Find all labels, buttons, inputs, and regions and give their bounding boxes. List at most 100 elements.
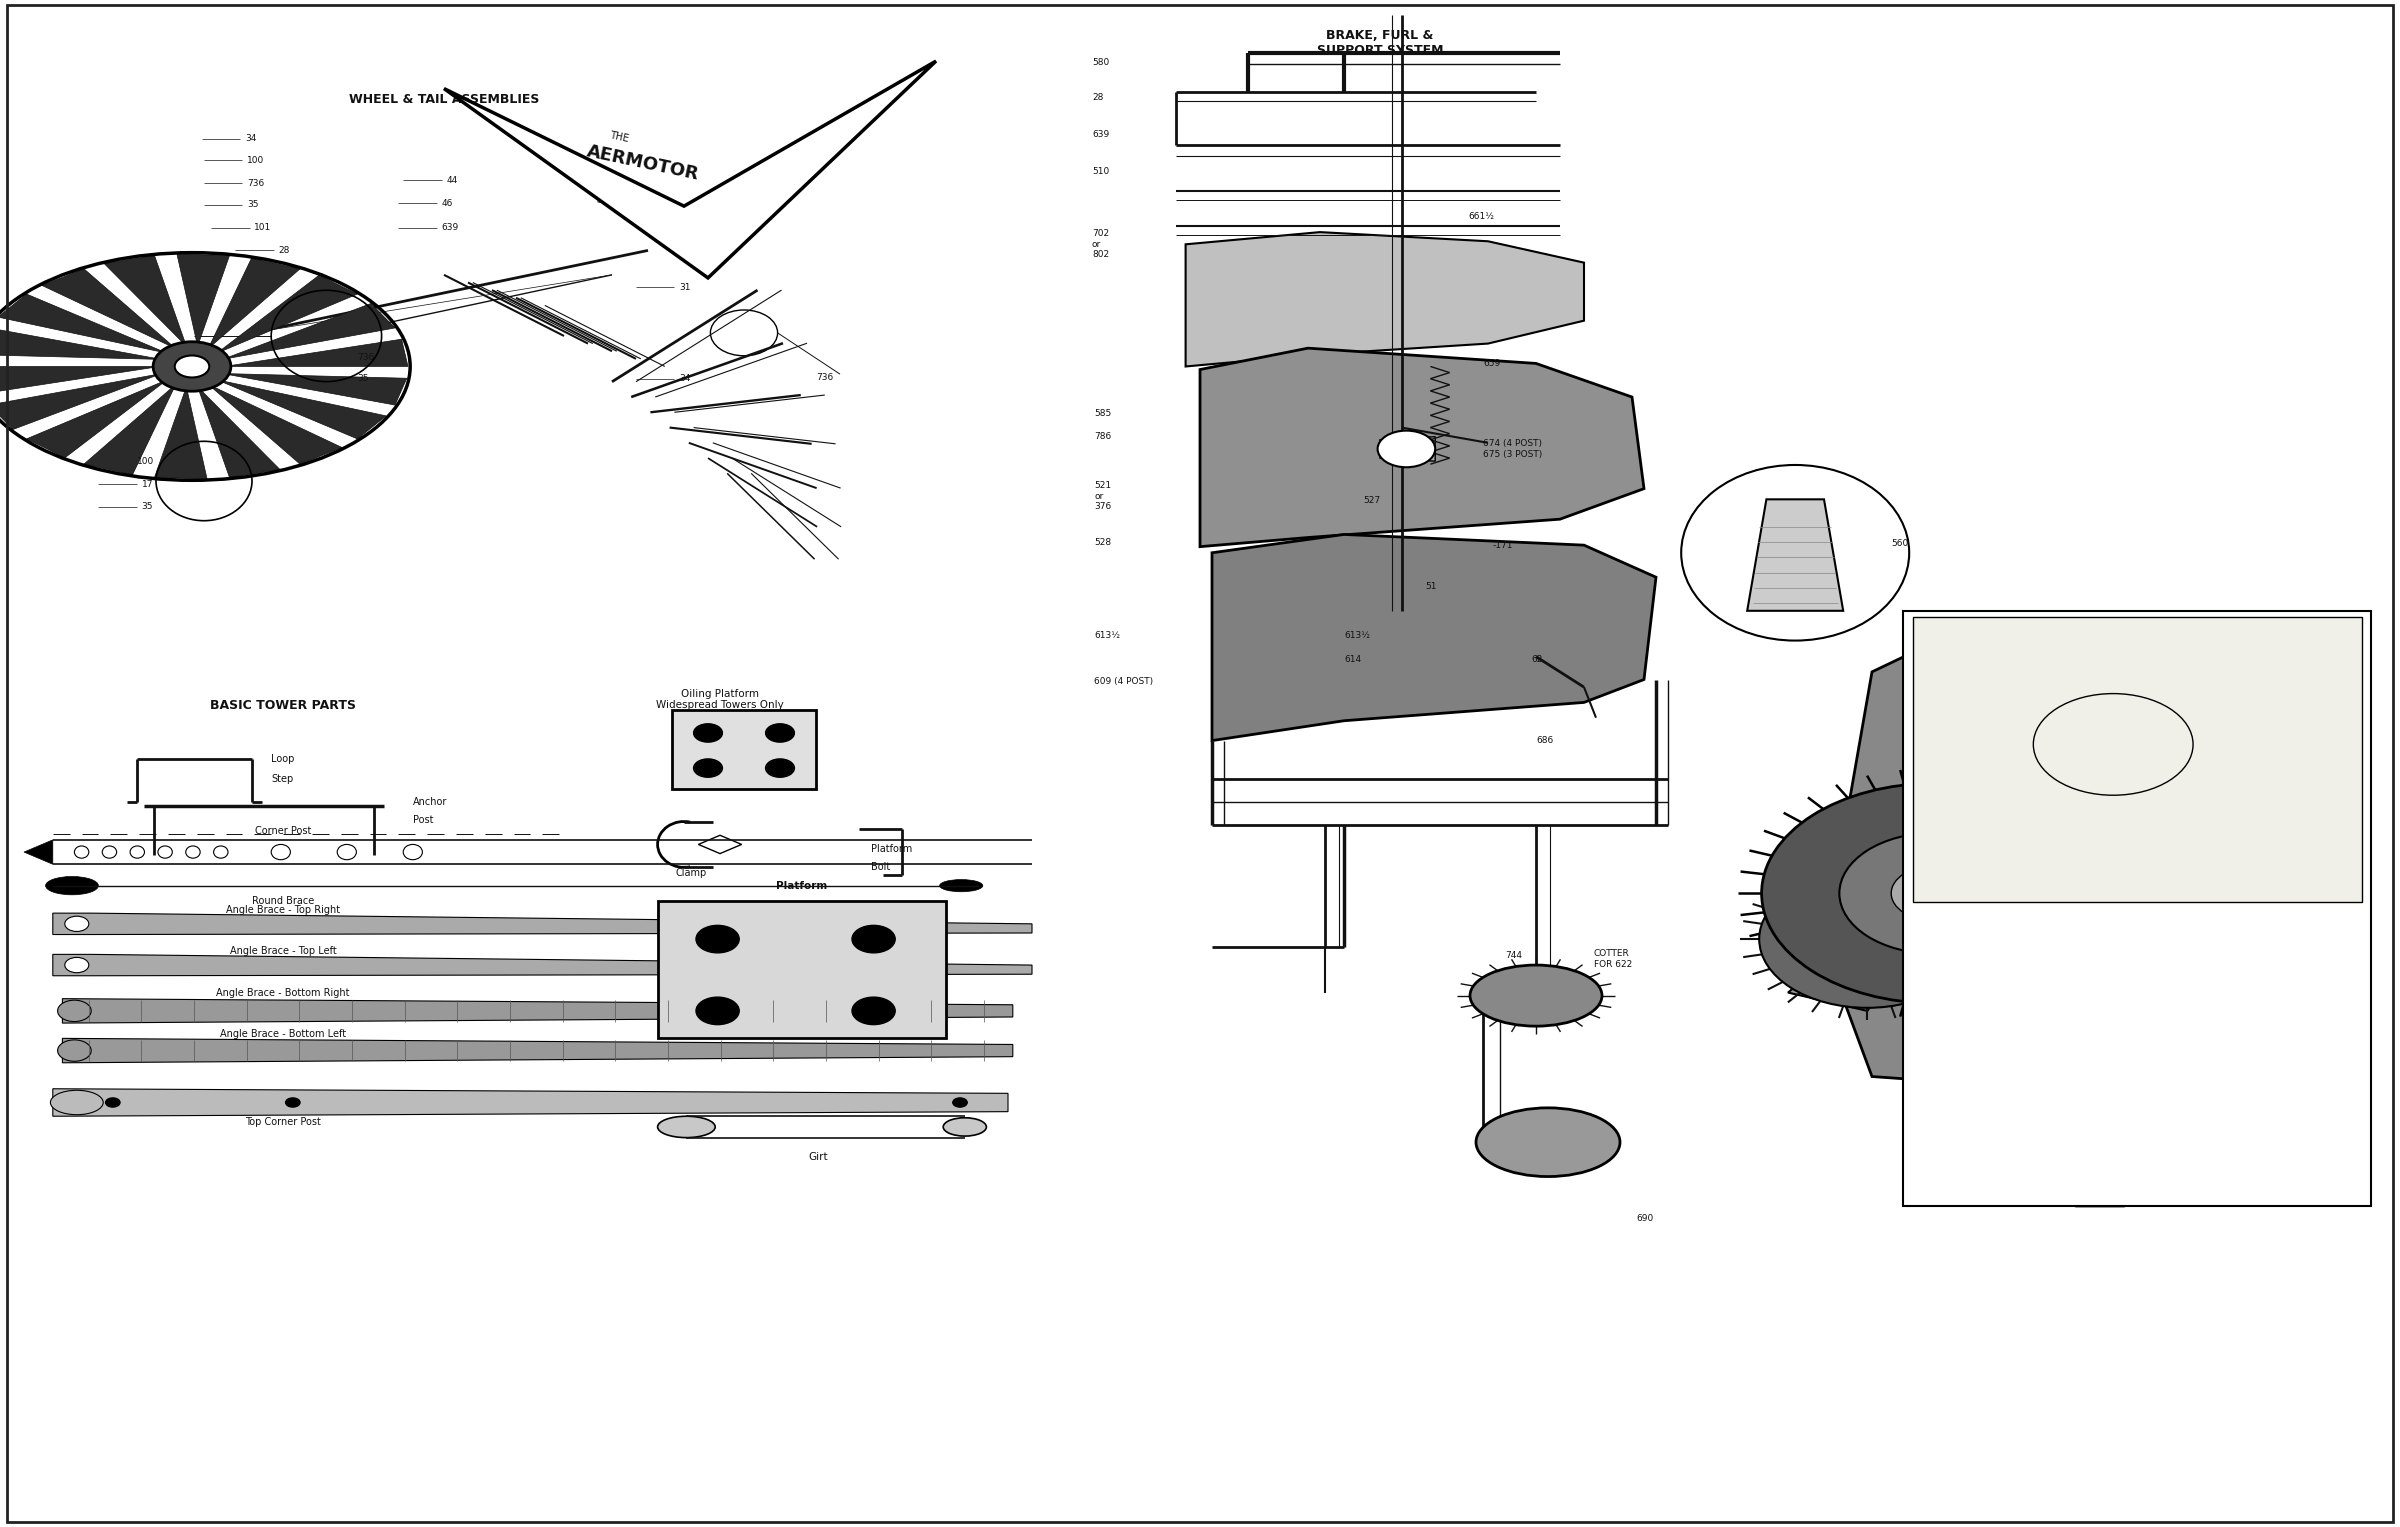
Text: 517: 517 [2107, 1040, 2124, 1049]
Circle shape [1378, 431, 1435, 467]
Text: Clamp: Clamp [674, 869, 708, 878]
Polygon shape [0, 366, 161, 394]
Circle shape [286, 1098, 300, 1107]
Polygon shape [26, 380, 168, 458]
Ellipse shape [658, 1116, 715, 1138]
Text: 661½: 661½ [1469, 212, 1495, 221]
Circle shape [1838, 832, 2030, 954]
Ellipse shape [74, 846, 89, 858]
Text: 721: 721 [1999, 854, 2016, 863]
Text: GEAR BOX (BASIC MOTOR): GEAR BOX (BASIC MOTOR) [2030, 631, 2218, 643]
Text: 610: 610 [2232, 805, 2249, 814]
FancyBboxPatch shape [672, 710, 816, 789]
Text: 614: 614 [1344, 655, 1361, 664]
Text: 17: 17 [142, 479, 154, 489]
Text: 28: 28 [278, 246, 290, 255]
Polygon shape [1824, 626, 2256, 1092]
Ellipse shape [46, 876, 98, 895]
Ellipse shape [336, 844, 355, 860]
Text: 744: 744 [1505, 951, 1522, 960]
Text: 852: 852 [2050, 872, 2066, 881]
Polygon shape [444, 61, 936, 278]
Text: 736: 736 [816, 373, 833, 382]
Circle shape [65, 957, 89, 973]
Circle shape [2179, 935, 2275, 996]
Text: 171: 171 [2232, 831, 2249, 840]
Polygon shape [1380, 437, 1435, 461]
Text: 44: 44 [446, 176, 458, 185]
Text: 100: 100 [137, 457, 154, 466]
Text: 585: 585 [1094, 409, 1111, 418]
Text: 704: 704 [2165, 1003, 2182, 1012]
Text: 507: 507 [2146, 779, 2162, 788]
Text: 702 or 802: 702 or 802 [2172, 947, 2220, 956]
Circle shape [1759, 870, 1975, 1008]
Circle shape [2016, 657, 2088, 702]
Text: Note:: Note: [1922, 1070, 1949, 1081]
Text: 588: 588 [2126, 695, 2143, 704]
Text: 565: 565 [2126, 670, 2143, 680]
Circle shape [766, 759, 794, 777]
Polygon shape [41, 269, 175, 348]
Polygon shape [216, 380, 386, 438]
Text: SAN ANGELO,TX: SAN ANGELO,TX [2155, 745, 2206, 750]
Text: Windmills: Windmills [2107, 786, 2143, 794]
Text: 729: 729 [2232, 954, 2249, 964]
Text: ©: © [742, 168, 756, 183]
Text: Oiling Platform
Widespread Towers Only: Oiling Platform Widespread Towers Only [655, 689, 785, 710]
Polygon shape [223, 304, 396, 359]
Circle shape [696, 997, 739, 1025]
Polygon shape [84, 385, 175, 475]
Ellipse shape [50, 1090, 103, 1115]
Text: 690: 690 [1637, 1214, 1654, 1223]
Text: 830: 830 [2016, 1000, 2033, 1009]
Circle shape [175, 356, 209, 377]
Text: 46: 46 [442, 199, 454, 208]
Text: 100: 100 [247, 156, 264, 165]
Ellipse shape [214, 846, 228, 858]
Text: 560: 560 [1891, 539, 1908, 548]
Circle shape [2035, 980, 2170, 1066]
Ellipse shape [1469, 965, 1603, 1026]
Text: 830: 830 [1505, 996, 1522, 1005]
Text: 720: 720 [2074, 854, 2090, 863]
Text: 736: 736 [247, 179, 264, 188]
Text: 686: 686 [2232, 779, 2249, 788]
Polygon shape [24, 840, 53, 864]
Polygon shape [0, 328, 161, 359]
Circle shape [696, 925, 739, 953]
Ellipse shape [403, 844, 422, 860]
Text: 28: 28 [1092, 93, 1104, 102]
Text: WHEEL & TAIL ASSEMBLIES: WHEEL & TAIL ASSEMBLIES [348, 93, 540, 105]
Circle shape [154, 342, 230, 391]
Text: MADE IN U.S.A.: MADE IN U.S.A. [2102, 840, 2148, 844]
FancyBboxPatch shape [1903, 611, 2371, 1206]
Polygon shape [53, 913, 1032, 935]
Polygon shape [0, 374, 161, 429]
Circle shape [1891, 866, 1978, 921]
Text: 703: 703 [1536, 1151, 1553, 1161]
Text: 711: 711 [2021, 985, 2038, 994]
Text: 35: 35 [358, 374, 370, 383]
Polygon shape [62, 1038, 1013, 1063]
Ellipse shape [58, 1040, 91, 1061]
Circle shape [2105, 825, 2177, 870]
Polygon shape [698, 835, 742, 854]
Polygon shape [0, 295, 168, 353]
Text: 31: 31 [679, 282, 691, 292]
Text: Corner Post: Corner Post [254, 826, 312, 835]
Ellipse shape [158, 846, 173, 858]
Text: Since 1888: Since 1888 [2105, 808, 2146, 815]
Text: 1981. Model 802 Parts are Inter-: 1981. Model 802 Parts are Inter- [1922, 960, 2078, 971]
Text: THE: THE [610, 130, 629, 145]
Ellipse shape [943, 1118, 986, 1136]
Polygon shape [154, 386, 206, 479]
Text: AERMOTOR: AERMOTOR [586, 142, 701, 185]
Text: BASIC TOWER PARTS: BASIC TOWER PARTS [211, 699, 355, 712]
Text: 520: 520 [2021, 960, 2038, 970]
Text: SAN ANGELO,TX: SAN ANGELO,TX [595, 194, 677, 221]
Text: 721: 721 [2184, 754, 2201, 764]
Text: AERMOTOR: AERMOTOR [2155, 718, 2215, 725]
Text: Top Corner Post: Top Corner Post [245, 1118, 322, 1127]
Ellipse shape [271, 844, 290, 860]
